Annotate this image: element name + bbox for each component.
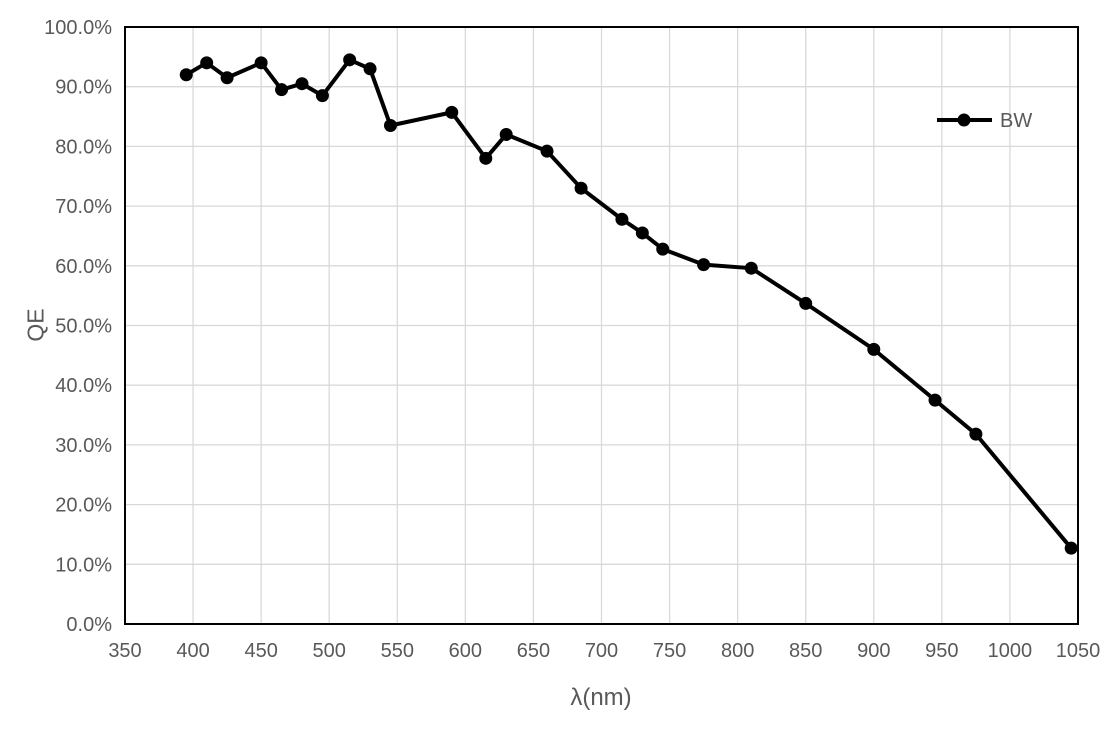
data-point-marker (1064, 541, 1078, 555)
data-point-marker (479, 151, 493, 165)
data-point-marker (540, 144, 554, 158)
data-point-marker (315, 89, 329, 103)
y-tick-label: 50.0% (55, 316, 112, 338)
data-point-marker (445, 105, 459, 119)
legend-label: BW (1000, 110, 1032, 132)
x-tick-label: 600 (449, 640, 482, 662)
x-tick-label: 700 (585, 640, 618, 662)
data-point-marker (343, 53, 357, 67)
data-point-marker (656, 242, 670, 256)
data-point-marker (383, 119, 397, 133)
data-point-marker (697, 258, 711, 272)
data-point-marker (275, 83, 289, 97)
data-point-marker (969, 427, 983, 441)
y-tick-label: 0.0% (66, 614, 112, 636)
y-tick-label: 90.0% (55, 77, 112, 99)
y-axis-title: QE (22, 308, 49, 342)
x-tick-label: 550 (381, 640, 414, 662)
x-tick-label: 850 (789, 640, 822, 662)
data-point-marker (615, 212, 629, 226)
y-tick-label: 100.0% (44, 17, 112, 39)
data-point-marker (928, 393, 942, 407)
data-point-marker (499, 127, 513, 141)
x-tick-label: 900 (857, 640, 890, 662)
y-tick-label: 40.0% (55, 375, 112, 397)
plot-border (124, 26, 1079, 625)
x-tick-label: 750 (653, 640, 686, 662)
series-line-bw (184, 57, 1074, 551)
data-point-marker (799, 296, 813, 310)
y-tick-label: 30.0% (55, 435, 112, 457)
data-point-marker (200, 56, 214, 70)
x-axis-title: λ(nm) (570, 684, 632, 711)
y-tick-label: 10.0% (55, 554, 112, 576)
x-tick-label: 950 (925, 640, 958, 662)
y-tick-label: 70.0% (55, 196, 112, 218)
data-point-marker (867, 342, 881, 356)
x-tick-label: 350 (108, 640, 141, 662)
x-tick-label: 650 (517, 640, 550, 662)
x-tick-label: 800 (721, 640, 754, 662)
x-tick-label: 400 (176, 640, 209, 662)
y-tick-label: 60.0% (55, 256, 112, 278)
x-tick-label: 450 (244, 640, 277, 662)
x-tick-label: 1000 (988, 640, 1033, 662)
data-point-marker (363, 62, 377, 76)
legend-marker (957, 113, 971, 127)
data-point-marker (220, 71, 234, 85)
x-tick-label: 500 (313, 640, 346, 662)
y-tick-label: 80.0% (55, 136, 112, 158)
x-tick-label: 1050 (1056, 640, 1101, 662)
y-tick-label: 20.0% (55, 495, 112, 517)
data-point-marker (295, 77, 309, 91)
data-point-marker (179, 68, 193, 82)
data-point-marker (574, 181, 588, 195)
data-point-marker (744, 261, 758, 275)
data-point-marker (635, 226, 649, 240)
data-point-marker (254, 56, 268, 70)
